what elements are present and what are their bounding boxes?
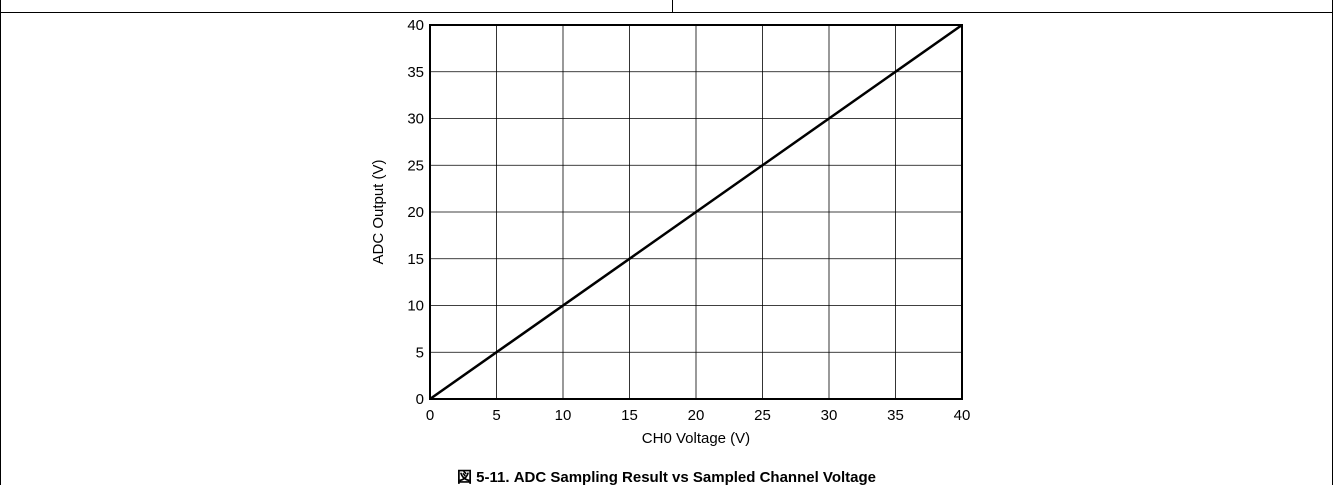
y-tick-label: 30 — [407, 111, 424, 128]
x-tick-label: 30 — [821, 407, 838, 424]
page-frame-top — [0, 12, 1333, 13]
page-frame-left — [0, 0, 1, 485]
x-tick-label: 40 — [954, 407, 971, 424]
x-tick-label: 5 — [492, 407, 500, 424]
y-tick-label: 20 — [407, 204, 424, 221]
x-tick-label: 15 — [621, 407, 638, 424]
series-line-0 — [429, 23, 963, 401]
y-tick-label: 25 — [407, 157, 424, 174]
plot-area-border — [429, 24, 963, 400]
y-tick-label: 0 — [416, 391, 424, 408]
x-tick-label: 10 — [555, 407, 572, 424]
x-tick-label: 0 — [426, 407, 434, 424]
page-frame-divider — [672, 0, 673, 12]
y-tick-label: 10 — [407, 298, 424, 315]
y-tick-labels: 0 5 10 15 20 25 30 35 40 — [407, 17, 424, 408]
y-tick-label: 40 — [407, 17, 424, 34]
x-tick-label: 35 — [887, 407, 904, 424]
figure-caption: 図 5-11. ADC Sampling Result vs Sampled C… — [457, 469, 876, 486]
x-axis-label: CH0 Voltage (V) — [642, 430, 750, 447]
y-tick-label: 5 — [416, 344, 424, 361]
x-tick-label: 20 — [688, 407, 705, 424]
y-tick-label: 35 — [407, 64, 424, 81]
chart-series — [429, 23, 963, 401]
y-tick-label: 15 — [407, 251, 424, 268]
x-tick-labels: 0 5 10 15 20 25 30 35 40 — [426, 407, 971, 424]
y-axis-label: ADC Output (V) — [370, 159, 387, 264]
x-tick-label: 25 — [754, 407, 771, 424]
